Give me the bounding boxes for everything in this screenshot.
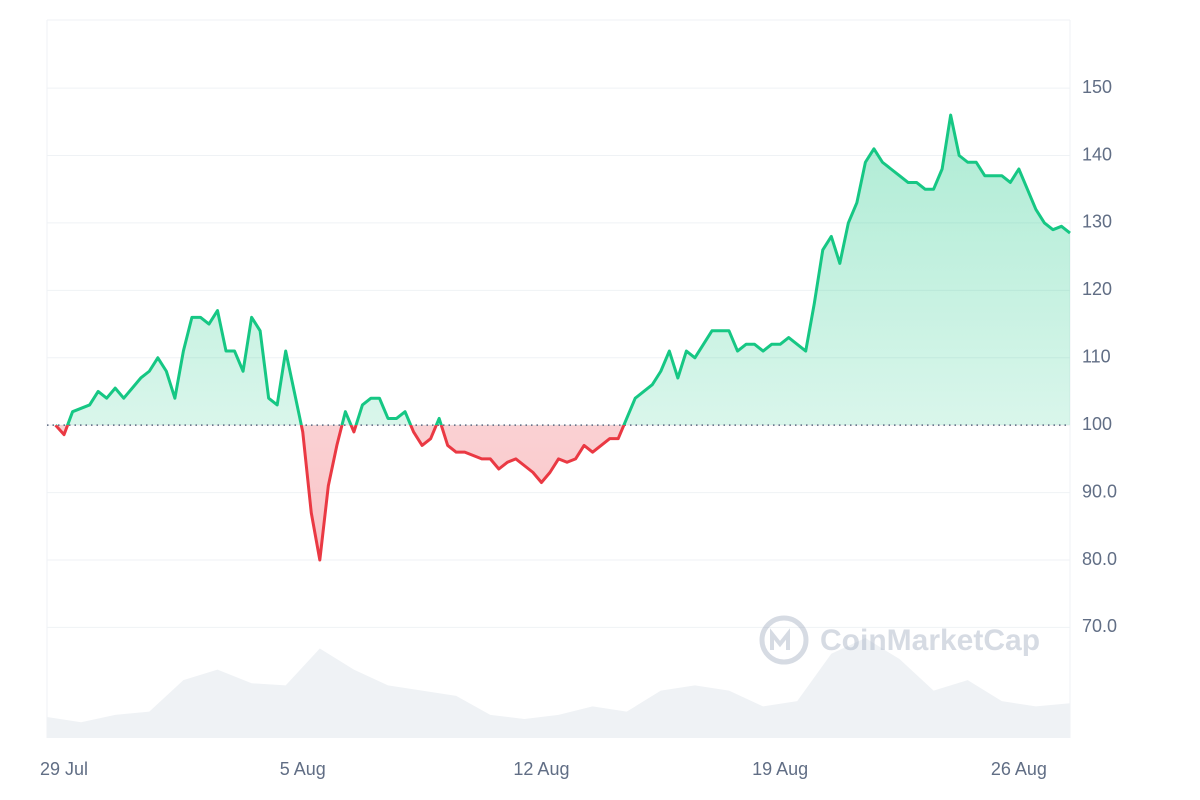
y-tick-label: 130 — [1082, 212, 1112, 232]
x-tick-label: 26 Aug — [991, 759, 1047, 779]
watermark: CoinMarketCap — [759, 615, 1040, 665]
watermark-text: CoinMarketCap — [820, 624, 1040, 657]
x-tick-label: 12 Aug — [513, 759, 569, 779]
area-down — [55, 425, 624, 561]
y-tick-label: 70.0 — [1082, 616, 1117, 636]
x-tick-label: 5 Aug — [280, 759, 326, 779]
area-up — [55, 115, 1070, 426]
y-tick-label: 150 — [1082, 77, 1112, 97]
y-tick-label: 80.0 — [1082, 549, 1117, 569]
price-line-up — [55, 113, 1071, 426]
price-line-down — [54, 425, 626, 562]
y-tick-label: 100 — [1082, 414, 1112, 434]
volume-area — [47, 638, 1070, 738]
y-tick-label: 140 — [1082, 144, 1112, 164]
y-tick-label: 90.0 — [1082, 481, 1117, 501]
y-tick-label: 120 — [1082, 279, 1112, 299]
y-tick-label: 110 — [1082, 347, 1111, 367]
x-tick-label: 29 Jul — [40, 759, 88, 779]
x-tick-label: 19 Aug — [752, 759, 808, 779]
